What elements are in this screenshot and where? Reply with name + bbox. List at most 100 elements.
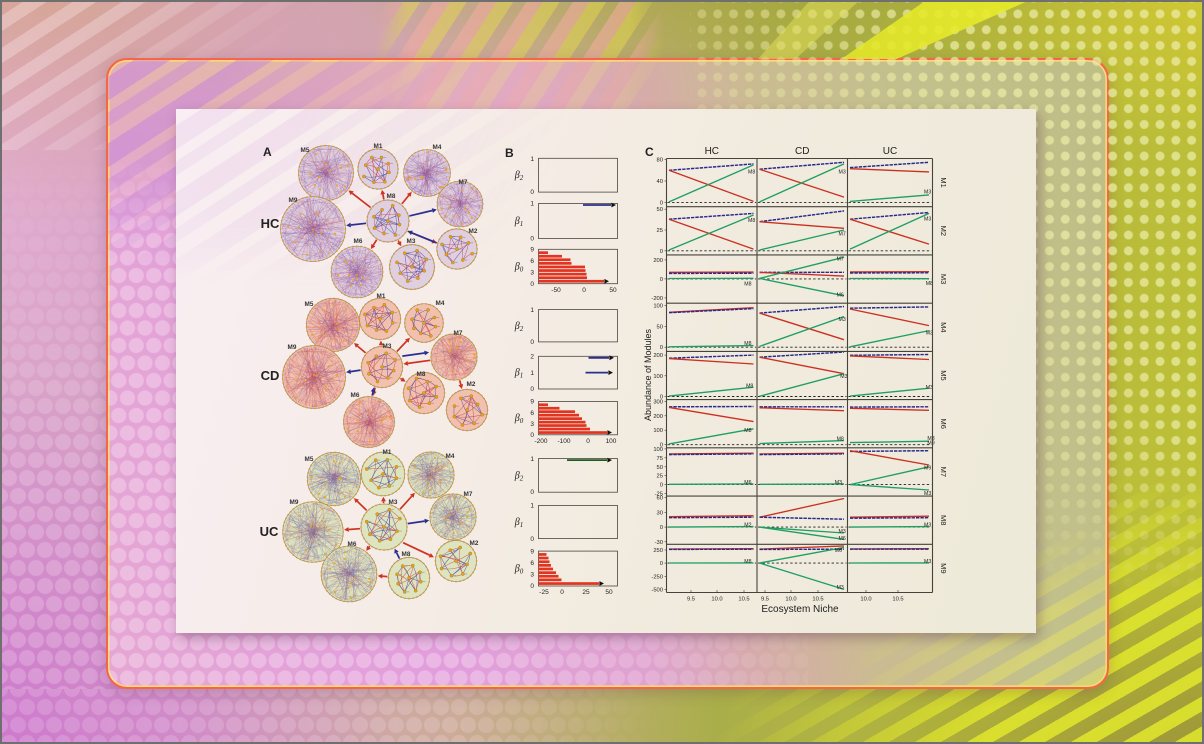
svg-text:M5: M5 (305, 301, 314, 308)
svg-text:3: 3 (530, 421, 534, 428)
svg-text:0: 0 (660, 483, 663, 489)
svg-text:0: 0 (660, 277, 663, 283)
svg-text:M3: M3 (840, 374, 847, 380)
svg-text:M7: M7 (939, 467, 948, 477)
svg-text:M3: M3 (389, 499, 398, 506)
svg-text:10.5: 10.5 (738, 597, 749, 603)
svg-text:M5: M5 (305, 456, 314, 463)
svg-text:0: 0 (530, 281, 534, 288)
svg-text:M3: M3 (839, 529, 846, 535)
svg-text:M2: M2 (469, 228, 478, 235)
svg-text:M3: M3 (939, 274, 948, 284)
svg-text:30: 30 (657, 510, 663, 516)
svg-text:250: 250 (653, 548, 663, 554)
svg-text:-25: -25 (539, 589, 549, 596)
svg-text:M5: M5 (939, 370, 948, 380)
svg-text:M4: M4 (436, 300, 445, 307)
svg-text:9: 9 (530, 399, 534, 406)
svg-text:C: C (645, 145, 654, 159)
svg-text:HC: HC (261, 216, 280, 231)
svg-text:0: 0 (530, 236, 534, 243)
svg-text:M8: M8 (744, 428, 751, 434)
svg-text:M1: M1 (374, 143, 383, 150)
svg-text:M9: M9 (288, 344, 297, 351)
svg-text:-250: -250 (651, 574, 663, 580)
svg-text:1: 1 (530, 370, 534, 377)
svg-text:UC: UC (260, 524, 279, 539)
svg-text:β1: β1 (514, 368, 523, 380)
svg-text:M3: M3 (837, 585, 844, 591)
svg-text:-30: -30 (655, 540, 663, 546)
svg-text:-200: -200 (651, 296, 663, 302)
svg-text:β0: β0 (514, 413, 524, 425)
svg-text:M8: M8 (402, 551, 411, 558)
svg-text:β2: β2 (514, 321, 524, 333)
svg-text:6: 6 (530, 258, 534, 265)
svg-text:1: 1 (530, 503, 534, 510)
svg-text:25: 25 (657, 228, 663, 234)
svg-text:β0: β0 (514, 564, 524, 576)
svg-text:β0: β0 (514, 262, 524, 274)
svg-text:M8: M8 (746, 384, 753, 390)
svg-text:M3: M3 (924, 216, 931, 222)
svg-text:M2: M2 (744, 523, 751, 529)
svg-text:M8: M8 (939, 515, 948, 525)
svg-text:β1: β1 (514, 517, 523, 529)
svg-text:10.5: 10.5 (892, 597, 903, 603)
svg-text:β1: β1 (514, 216, 523, 228)
svg-text:0: 0 (530, 339, 534, 346)
svg-text:50: 50 (657, 207, 663, 213)
svg-text:50: 50 (657, 465, 663, 471)
svg-text:β2: β2 (514, 470, 524, 482)
svg-text:M6: M6 (939, 418, 948, 428)
svg-text:-100: -100 (557, 438, 570, 445)
svg-text:M3: M3 (839, 169, 846, 175)
svg-text:100: 100 (653, 374, 663, 380)
svg-text:-200: -200 (534, 438, 547, 445)
svg-text:6: 6 (530, 560, 534, 567)
svg-text:50: 50 (657, 324, 663, 330)
svg-text:25: 25 (582, 589, 590, 596)
svg-text:M6: M6 (835, 548, 842, 554)
svg-text:M8: M8 (748, 169, 755, 175)
svg-text:75: 75 (657, 456, 663, 462)
svg-text:M1: M1 (377, 293, 386, 300)
svg-text:UC: UC (883, 146, 897, 157)
svg-text:M6: M6 (744, 480, 751, 486)
svg-text:9.5: 9.5 (687, 597, 695, 603)
svg-text:M6: M6 (837, 293, 844, 299)
svg-text:0: 0 (582, 287, 586, 294)
svg-text:M6: M6 (839, 536, 846, 542)
svg-text:60: 60 (657, 496, 663, 502)
svg-text:CD: CD (795, 146, 809, 157)
svg-text:M3: M3 (835, 480, 842, 486)
svg-text:M7: M7 (837, 257, 844, 263)
svg-text:M4: M4 (433, 144, 442, 151)
svg-text:M9: M9 (289, 197, 298, 204)
svg-text:3: 3 (530, 269, 534, 276)
svg-text:M3: M3 (924, 523, 931, 529)
svg-text:1: 1 (530, 456, 534, 463)
svg-text:0: 0 (660, 561, 663, 567)
svg-text:100: 100 (653, 428, 663, 434)
svg-text:0: 0 (530, 386, 534, 393)
svg-text:M2: M2 (467, 381, 476, 388)
svg-text:M6: M6 (354, 238, 363, 245)
svg-text:M8: M8 (744, 559, 751, 565)
svg-text:M3: M3 (383, 343, 392, 350)
svg-text:-500: -500 (651, 587, 663, 593)
svg-text:1: 1 (530, 156, 534, 163)
svg-text:M6: M6 (348, 541, 357, 548)
svg-text:M6: M6 (351, 392, 360, 399)
svg-text:10.5: 10.5 (812, 597, 823, 603)
svg-text:0: 0 (530, 536, 534, 543)
svg-text:10.0: 10.0 (785, 597, 796, 603)
svg-text:9: 9 (530, 247, 534, 254)
svg-text:M4: M4 (939, 322, 948, 332)
svg-text:M9: M9 (924, 466, 931, 472)
svg-text:Abundance of Modules: Abundance of Modules (643, 328, 653, 421)
svg-text:M3: M3 (839, 317, 846, 323)
svg-text:200: 200 (653, 258, 663, 264)
svg-text:100: 100 (653, 447, 663, 453)
svg-text:M7: M7 (454, 330, 463, 337)
